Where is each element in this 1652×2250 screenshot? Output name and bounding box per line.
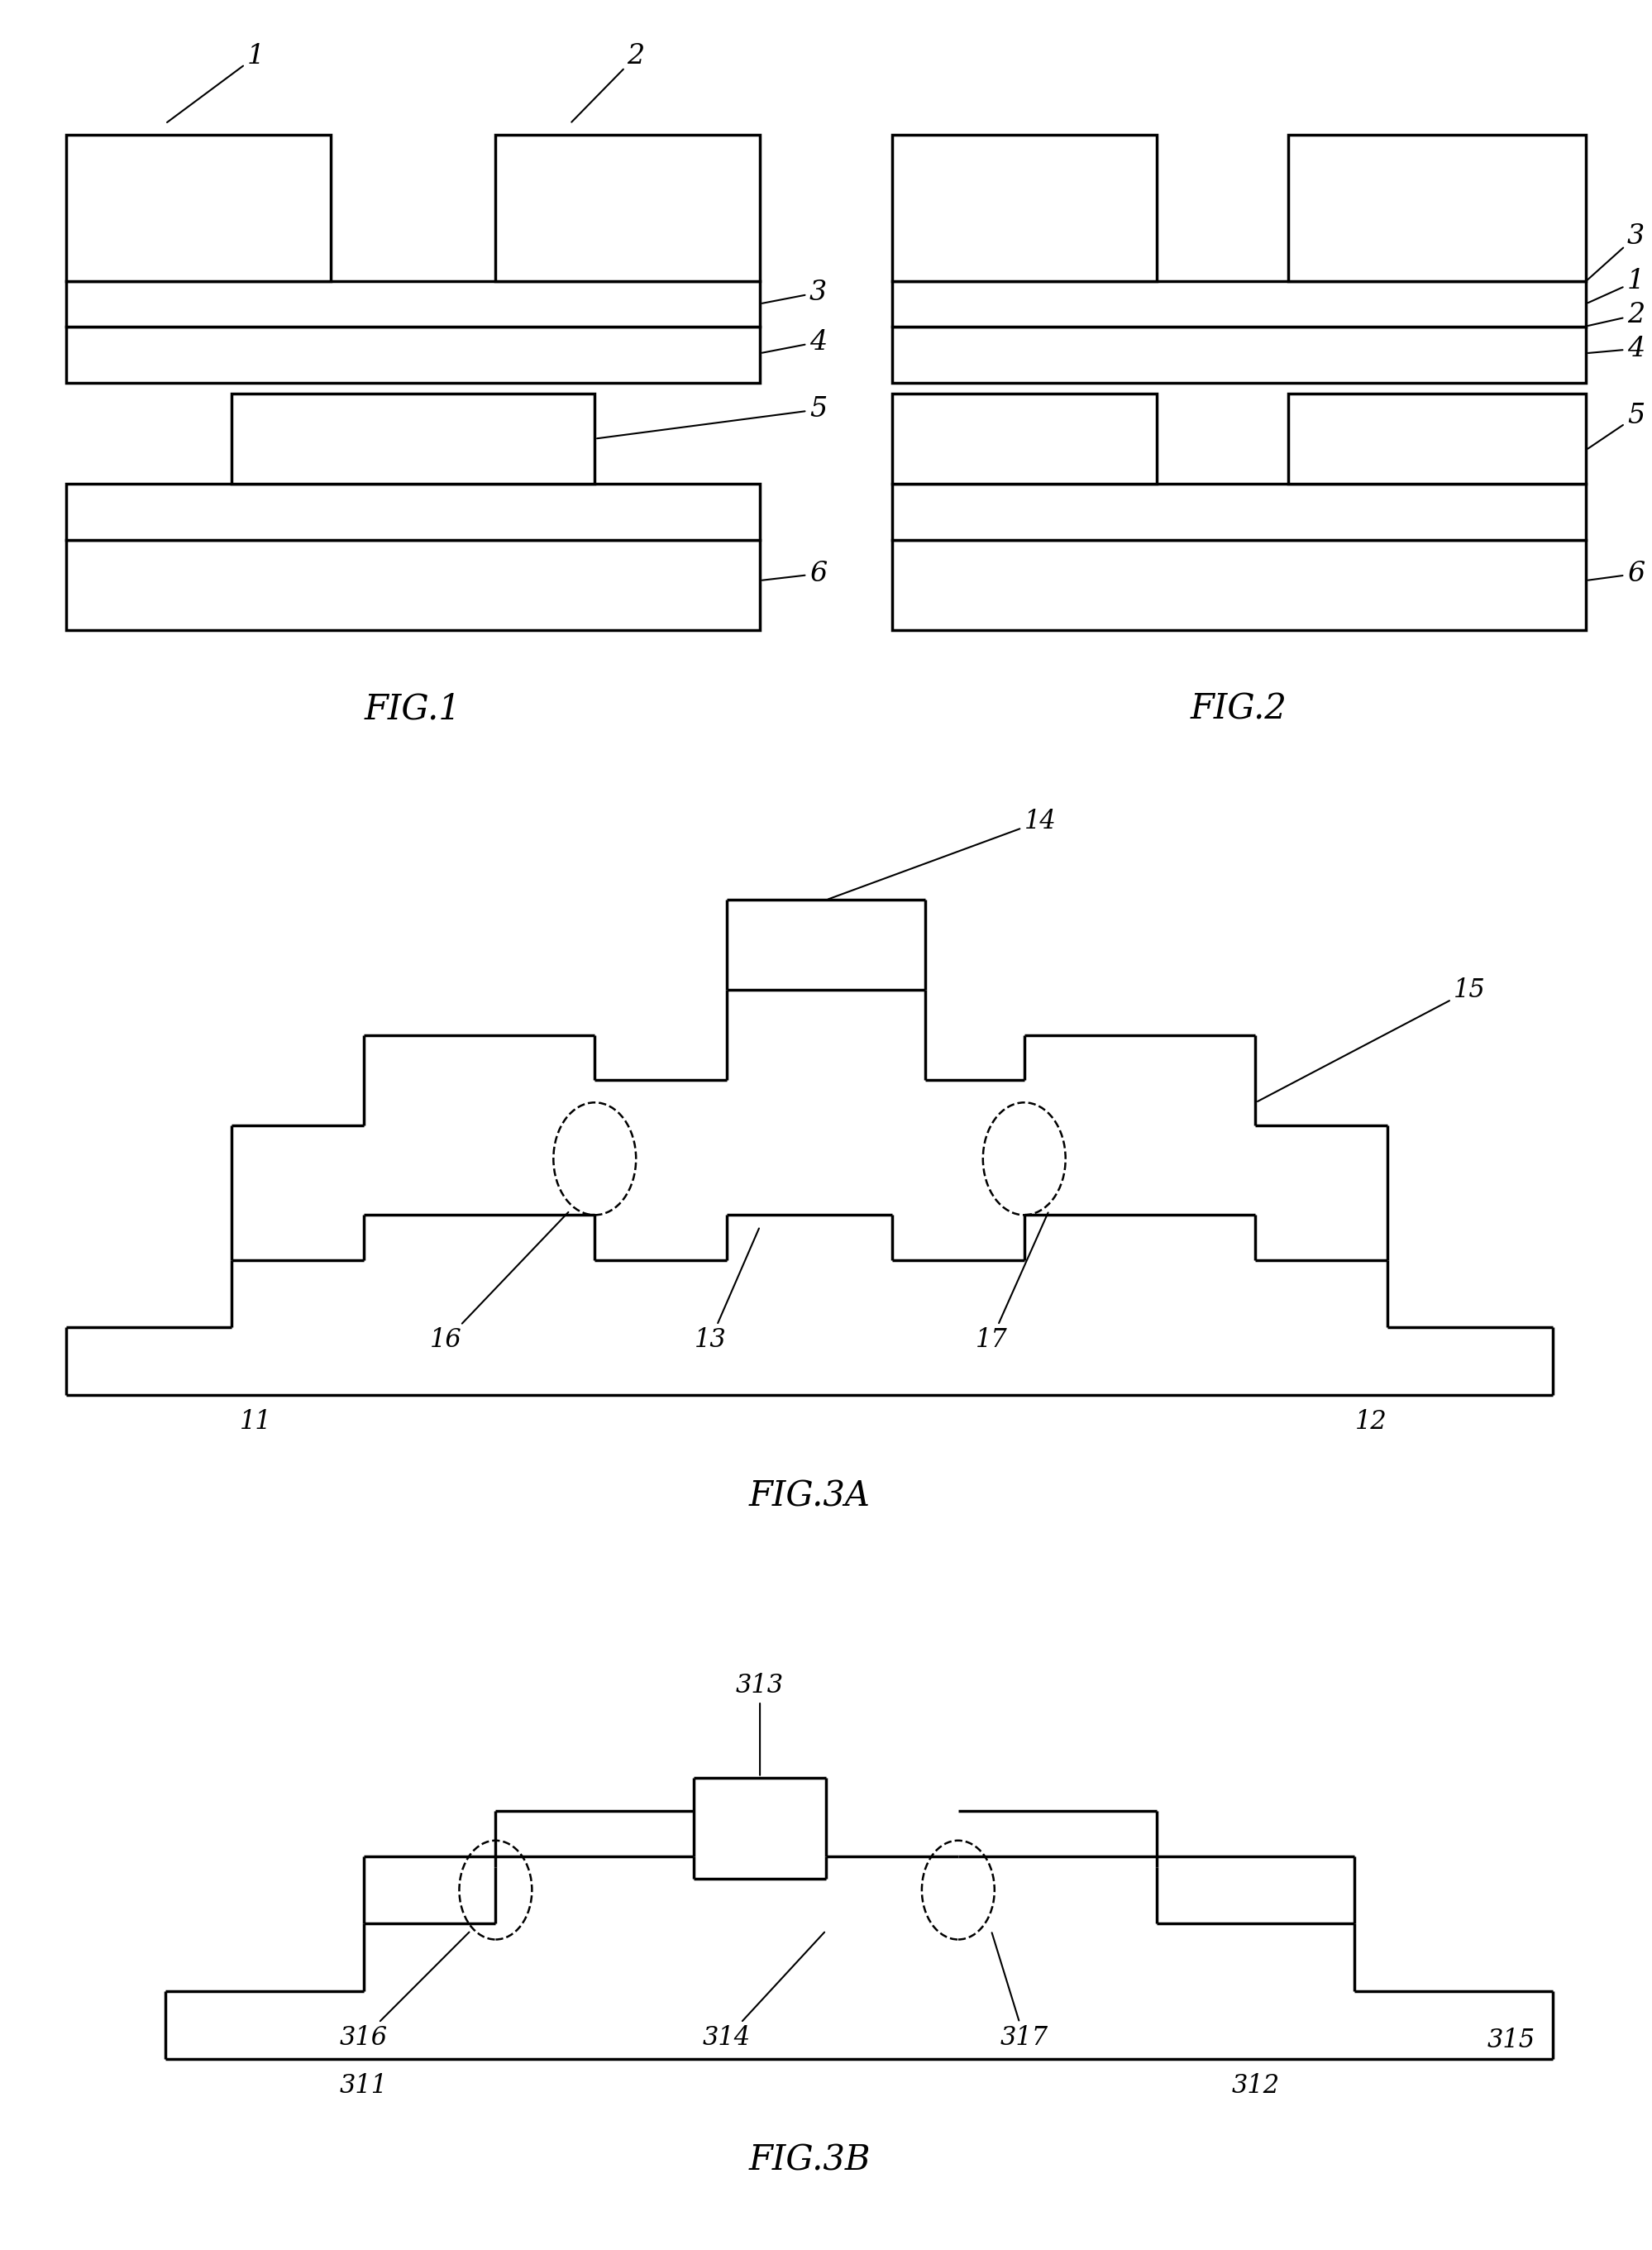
Text: FIG.3B: FIG.3B bbox=[748, 2142, 871, 2178]
Bar bbox=[496, 135, 760, 281]
Bar bbox=[66, 484, 760, 540]
Text: 5: 5 bbox=[596, 396, 828, 439]
Bar bbox=[892, 135, 1156, 281]
Text: 314: 314 bbox=[702, 1933, 824, 2050]
Bar bbox=[1289, 394, 1586, 484]
Text: 17: 17 bbox=[975, 1213, 1047, 1352]
Text: 12: 12 bbox=[1355, 1408, 1388, 1436]
Bar bbox=[66, 135, 330, 281]
Bar bbox=[892, 540, 1586, 630]
Bar bbox=[892, 326, 1586, 383]
Text: 4: 4 bbox=[1588, 335, 1645, 362]
Bar bbox=[892, 484, 1586, 540]
Bar bbox=[231, 394, 595, 484]
Text: 316: 316 bbox=[339, 1933, 469, 2050]
Text: 312: 312 bbox=[1231, 2072, 1280, 2099]
Text: 1: 1 bbox=[167, 43, 264, 122]
Text: 3: 3 bbox=[1588, 223, 1645, 279]
Text: 11: 11 bbox=[240, 1408, 273, 1436]
Text: 6: 6 bbox=[762, 560, 828, 587]
Text: 2: 2 bbox=[1588, 302, 1645, 328]
Text: 2: 2 bbox=[572, 43, 644, 122]
Text: 315: 315 bbox=[1487, 2027, 1535, 2054]
Text: 1: 1 bbox=[1588, 268, 1645, 304]
Text: 5: 5 bbox=[1588, 403, 1645, 448]
Text: 14: 14 bbox=[828, 808, 1056, 900]
Text: 6: 6 bbox=[1588, 560, 1645, 587]
Text: 13: 13 bbox=[694, 1229, 758, 1352]
Text: FIG.2: FIG.2 bbox=[1191, 691, 1287, 727]
Text: 3: 3 bbox=[762, 279, 828, 306]
Text: 311: 311 bbox=[339, 2072, 388, 2099]
Bar bbox=[892, 394, 1156, 484]
Text: 313: 313 bbox=[735, 1674, 785, 1775]
Text: FIG.3A: FIG.3A bbox=[748, 1478, 871, 1514]
Bar bbox=[66, 281, 760, 326]
Bar bbox=[66, 540, 760, 630]
Text: 16: 16 bbox=[430, 1213, 568, 1352]
Text: FIG.1: FIG.1 bbox=[365, 691, 461, 727]
Bar bbox=[1289, 135, 1586, 281]
Text: 317: 317 bbox=[991, 1933, 1049, 2050]
Text: 15: 15 bbox=[1257, 976, 1485, 1102]
Bar bbox=[66, 326, 760, 383]
Text: 4: 4 bbox=[762, 328, 828, 356]
Bar bbox=[892, 281, 1586, 326]
